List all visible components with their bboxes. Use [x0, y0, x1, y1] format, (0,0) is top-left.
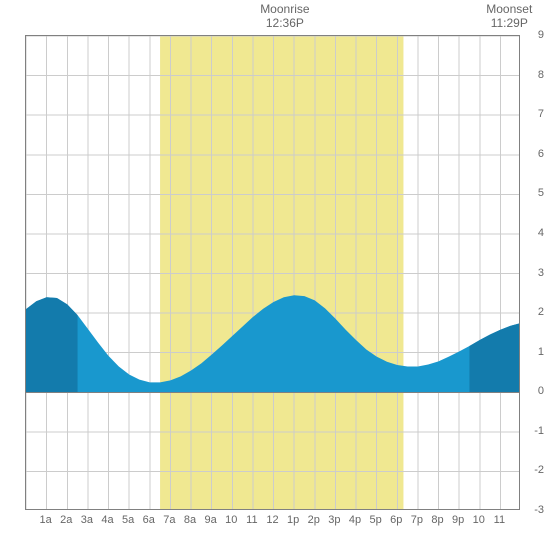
y-tick: 9	[524, 29, 544, 41]
x-tick: 8a	[184, 514, 196, 526]
y-tick: 4	[524, 227, 544, 239]
x-tick: 7a	[163, 514, 175, 526]
x-tick: 9p	[452, 514, 464, 526]
x-tick: 11	[246, 514, 257, 526]
y-tick: 5	[524, 187, 544, 199]
y-tick: -2	[524, 464, 544, 476]
x-tick: 2p	[308, 514, 320, 526]
x-tick: 1a	[40, 514, 52, 526]
x-tick: 4p	[349, 514, 361, 526]
y-tick: -1	[524, 425, 544, 437]
y-tick: 0	[524, 385, 544, 397]
y-tick: 8	[524, 69, 544, 81]
x-tick: 5a	[122, 514, 134, 526]
x-tick: 3a	[81, 514, 93, 526]
plot-svg	[26, 36, 520, 510]
moonrise-time: 12:36P	[255, 16, 315, 30]
x-tick: 11	[494, 514, 505, 526]
moonset-time: 11:29P	[479, 16, 539, 30]
y-tick: 3	[524, 267, 544, 279]
moonset-label: Moonset11:29P	[479, 2, 539, 31]
x-tick: 4a	[101, 514, 113, 526]
x-tick: 8p	[431, 514, 443, 526]
x-tick: 5p	[370, 514, 382, 526]
x-tick: 10	[473, 514, 485, 526]
y-tick: 6	[524, 148, 544, 160]
moonrise-label: Moonrise12:36P	[255, 2, 315, 31]
moonrise-title: Moonrise	[255, 2, 315, 16]
x-tick: 7p	[411, 514, 423, 526]
x-tick: 6a	[143, 514, 155, 526]
x-tick: 2a	[60, 514, 72, 526]
x-tick: 10	[225, 514, 237, 526]
moonset-title: Moonset	[479, 2, 539, 16]
tide-chart: -3-2-101234567891a2a3a4a5a6a7a8a9a101112…	[0, 0, 550, 550]
y-tick: 7	[524, 108, 544, 120]
x-tick: 3p	[328, 514, 340, 526]
y-tick: -3	[524, 504, 544, 516]
y-tick: 2	[524, 306, 544, 318]
x-tick: 6p	[390, 514, 402, 526]
x-tick: 12	[266, 514, 278, 526]
x-tick: 1p	[287, 514, 299, 526]
y-tick: 1	[524, 346, 544, 358]
plot-area	[25, 35, 520, 510]
x-tick: 9a	[205, 514, 217, 526]
